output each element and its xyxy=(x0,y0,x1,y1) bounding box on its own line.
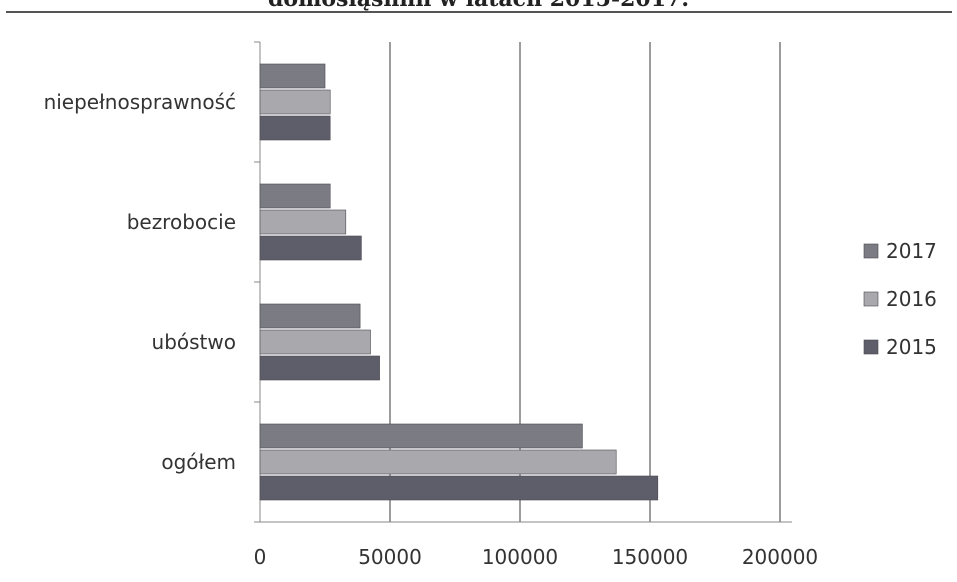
bar-2016-0 xyxy=(259,449,617,475)
bar-2017-1 xyxy=(259,303,361,329)
bar-2017-3 xyxy=(259,63,326,89)
bar-2015-1 xyxy=(259,355,380,381)
x-tick-label: 0 xyxy=(254,545,267,569)
bar-2016-1 xyxy=(259,329,371,355)
bar-2015-3 xyxy=(259,115,331,141)
bar-2017-2 xyxy=(259,183,331,209)
x-tick-label: 200000 xyxy=(742,545,818,569)
bar-2016-2 xyxy=(259,209,347,235)
x-tick-label: 50000 xyxy=(358,545,422,569)
category-label: niepełnosprawność xyxy=(44,90,236,114)
legend-swatch xyxy=(863,339,879,355)
category-label: bezrobocie xyxy=(127,210,236,234)
bar-2016-3 xyxy=(259,89,331,115)
legend-swatch xyxy=(863,243,879,259)
category-label: ubóstwo xyxy=(152,330,236,354)
x-tick-label: 150000 xyxy=(612,545,688,569)
chart-title: domosiąśnnn w latach 2015-2017. xyxy=(0,0,957,12)
bar-2015-0 xyxy=(259,475,659,501)
category-label: ogółem xyxy=(161,450,236,474)
bar-2017-0 xyxy=(259,423,583,449)
legend-label: 2017 xyxy=(886,239,937,263)
legend-label: 2016 xyxy=(886,287,937,311)
title-divider xyxy=(6,11,952,13)
bar-2015-2 xyxy=(259,235,362,261)
x-tick-label: 100000 xyxy=(482,545,558,569)
legend-label: 2015 xyxy=(886,335,937,359)
legend-swatch xyxy=(863,291,879,307)
